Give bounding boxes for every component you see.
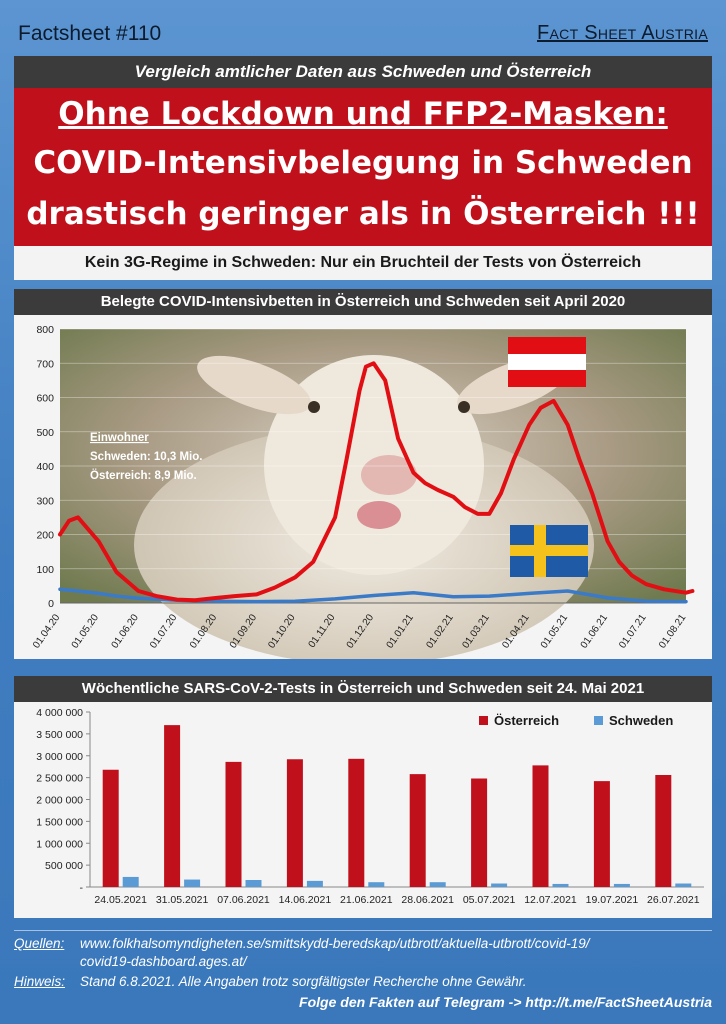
- x-tick-label: 24.05.2021: [94, 894, 147, 906]
- austria-bar: [102, 769, 119, 887]
- icu-line-chart: 0 100 200 300 400 500 600 700 800 01.04.20 01.05.…: [31, 324, 695, 665]
- note-text: Stand 6.8.2021. Alle Angaben trotz sorgf…: [80, 974, 527, 989]
- inhabitants-austria: Österreich: 8,9 Mio.: [90, 469, 197, 482]
- telegram-link[interactable]: Folge den Fakten auf Telegram -> http://…: [299, 994, 712, 1010]
- x-tick-label: 26.07.2021: [647, 894, 700, 906]
- x-tick-label: 05.07.2021: [463, 894, 516, 906]
- tests-bar-chart: - 500 000 1 000 000 1 500 000 2 000 000 2 500…: [36, 707, 704, 906]
- y-tick-label: 400: [36, 461, 54, 473]
- y-tick-label: 600: [36, 393, 54, 405]
- note-label: Hinweis:: [14, 974, 66, 989]
- austria-line: [58, 361, 695, 603]
- y-tick-label: 500: [36, 427, 54, 439]
- sweden-bar: [552, 883, 569, 887]
- legend-label-austria: Österreich: [494, 713, 559, 728]
- y-tick-label: 2 000 000: [36, 795, 83, 807]
- inhabitants-heading: Einwohner: [90, 432, 149, 444]
- austria-bar: [593, 781, 610, 887]
- y-tick-label: 0: [48, 598, 54, 610]
- x-tick-label: 01.06.20: [110, 612, 142, 651]
- x-tick-label: 31.05.2021: [156, 894, 209, 906]
- subheadline-bar: Kein 3G-Regime in Schweden: Nur ein Bruc…: [14, 246, 712, 280]
- headline-block: Ohne Lockdown und FFP2-Masken: COVID-Int…: [14, 88, 712, 246]
- y-tick-label: 1 500 000: [36, 816, 83, 828]
- sources-link-1[interactable]: www.folkhalsomyndigheten.se/smittskydd-b…: [80, 936, 590, 951]
- sweden-bar: [491, 883, 508, 887]
- x-tick-label: 28.06.2021: [401, 894, 454, 906]
- y-tick-label: 3 500 000: [36, 729, 83, 741]
- sweden-bar: [245, 880, 262, 887]
- y-tick-label: 4 000 000: [36, 707, 83, 719]
- headline-line-3: drastisch geringer als in Österreich !!!: [26, 196, 700, 232]
- icu-chart-title: Belegte COVID-Intensivbetten in Österrei…: [14, 289, 712, 315]
- y-tick-label: 100: [36, 564, 54, 576]
- sweden-bar: [368, 882, 385, 887]
- austria-bar: [655, 775, 672, 887]
- y-tick-label: 700: [36, 358, 54, 370]
- top-row: Factsheet #110 Fact Sheet Austria: [14, 18, 712, 48]
- legend-label-sweden: Schweden: [609, 713, 673, 728]
- austria-bar: [409, 774, 426, 887]
- x-tick-label: 01.07.20: [148, 612, 180, 651]
- y-tick-label: 3 000 000: [36, 751, 83, 763]
- austria-bar: [532, 765, 549, 887]
- y-tick-label: 200: [36, 530, 54, 542]
- brand-title: Fact Sheet Austria: [537, 22, 708, 44]
- headline-line-1: Ohne Lockdown und FFP2-Masken:: [58, 96, 668, 132]
- y-tick-label: 1 000 000: [36, 838, 83, 850]
- subtitle-bar: Vergleich amtlicher Daten aus Schweden u…: [14, 56, 712, 88]
- sources-link-2[interactable]: covid19-dashboard.ages.at/: [80, 954, 247, 969]
- sweden-bar: [184, 879, 201, 887]
- sweden-bar: [429, 882, 446, 887]
- austria-bar: [471, 778, 488, 887]
- factsheet-number: Factsheet #110: [18, 22, 162, 45]
- y-tick-label: -: [80, 882, 84, 894]
- x-tick-label: 01.07.21: [617, 612, 649, 651]
- sweden-bar: [122, 876, 139, 887]
- tests-chart-panel: - 500 000 1 000 000 1 500 000 2 000 000 2 500…: [14, 702, 712, 918]
- x-tick-label: 07.06.2021: [217, 894, 270, 906]
- austria-bar: [348, 758, 365, 887]
- flags: [508, 337, 588, 577]
- sweden-bar: [613, 883, 630, 887]
- austria-bar: [286, 759, 303, 887]
- sweden-line: [58, 587, 688, 604]
- y-tick-label: 800: [36, 324, 54, 336]
- legend-swatch-austria: [479, 716, 488, 725]
- x-tick-label: 01.06.21: [579, 612, 611, 651]
- austria-bar: [225, 761, 242, 887]
- x-tick-label: 21.06.2021: [340, 894, 393, 906]
- headline-line-2: COVID-Intensivbelegung in Schweden: [33, 145, 693, 181]
- sweden-bar: [675, 883, 692, 887]
- tests-chart-title: Wöchentliche SARS-CoV-2-Tests in Österre…: [14, 676, 712, 702]
- sweden-flag-icon: [510, 525, 588, 577]
- sweden-bar: [306, 880, 323, 887]
- x-tick-label: 19.07.2021: [586, 894, 639, 906]
- x-tick-label: 12.07.2021: [524, 894, 577, 906]
- x-tick-label: 01.05.20: [70, 612, 102, 651]
- inhabitants-sweden: Schweden: 10,3 Mio.: [90, 451, 202, 463]
- x-tick-label: 14.06.2021: [279, 894, 332, 906]
- inhabitants-box: Einwohner Schweden: 10,3 Mio. Österreich…: [90, 432, 202, 482]
- tests-legend: Österreich Schweden: [479, 713, 673, 728]
- icu-chart-panel: 0 100 200 300 400 500 600 700 800 01.04.20 01.05.…: [14, 315, 712, 665]
- x-tick-label: 01.08.21: [657, 612, 689, 651]
- austria-flag-icon: [508, 337, 586, 387]
- footer-divider: [14, 930, 712, 931]
- y-tick-label: 500 000: [45, 860, 83, 872]
- legend-swatch-sweden: [594, 716, 603, 725]
- austria-bar: [164, 725, 181, 887]
- x-tick-label: 01.04.20: [31, 612, 63, 651]
- y-tick-label: 2 500 000: [36, 773, 83, 785]
- y-tick-label: 300: [36, 495, 54, 507]
- sources-label: Quellen:: [14, 936, 65, 951]
